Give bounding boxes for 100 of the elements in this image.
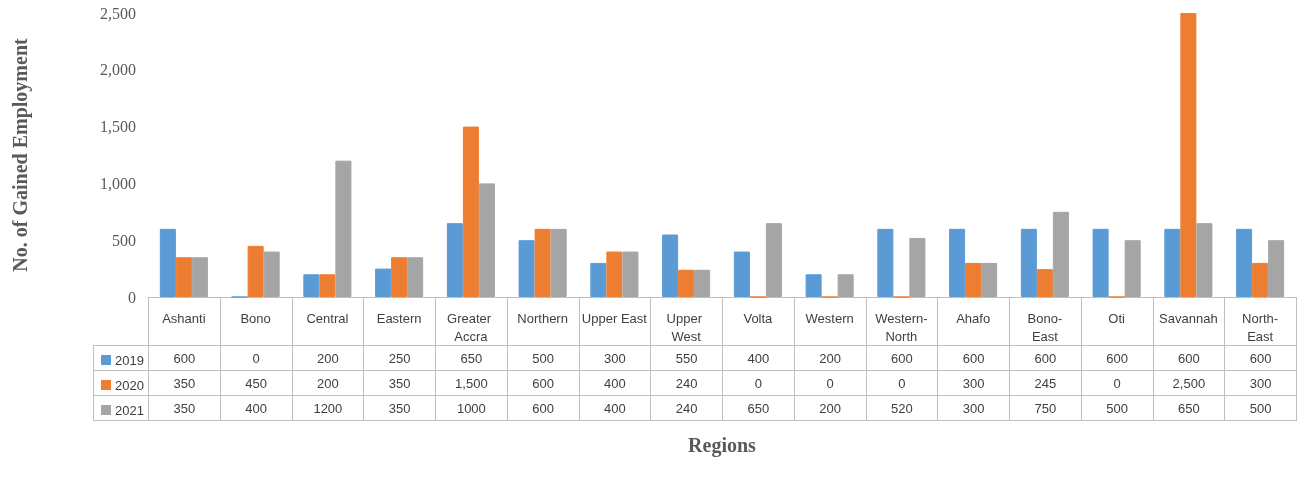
legend-label: 2019 (115, 352, 144, 368)
data-label: 400 (219, 395, 293, 421)
bar (590, 262, 607, 297)
data-label: 0 (865, 370, 939, 396)
bar (1236, 228, 1253, 297)
data-label: 250 (363, 345, 436, 371)
x-tick-label: Bono-East (1027, 310, 1063, 344)
bar (1196, 223, 1213, 297)
y-tick-label: 1,000 (100, 174, 136, 192)
bar (949, 228, 966, 297)
bar (478, 183, 495, 297)
bar (191, 257, 208, 297)
data-label: 350 (363, 370, 436, 396)
bar (1052, 211, 1069, 297)
bar (263, 251, 280, 297)
bar (1124, 240, 1141, 297)
x-tick-label: Upper West (666, 310, 706, 344)
data-label: 650 (1152, 395, 1226, 421)
data-label: 350 (363, 395, 436, 421)
y-tick-label: 2,000 (100, 61, 136, 79)
data-label: 300 (1224, 370, 1297, 396)
bar (319, 274, 336, 297)
bar (1180, 13, 1197, 297)
bar (733, 251, 750, 297)
data-label: 200 (793, 345, 867, 371)
x-tick-label: Upper East (581, 310, 648, 326)
data-label: 0 (1080, 370, 1154, 396)
data-label: 1200 (291, 395, 365, 421)
data-label: 750 (1009, 395, 1082, 421)
data-label: 300 (937, 395, 1010, 421)
bar (159, 228, 176, 297)
bar (606, 251, 623, 297)
bar (909, 237, 926, 297)
data-label: 600 (865, 345, 939, 371)
data-label: 1000 (435, 395, 508, 421)
data-label: 600 (1009, 345, 1082, 371)
data-label: 500 (1080, 395, 1154, 421)
data-label: 600 (937, 345, 1010, 371)
data-label: 650 (435, 345, 508, 371)
bar (622, 251, 639, 297)
bar (175, 257, 192, 297)
bar (518, 240, 535, 297)
x-tick-label: Eastern (376, 310, 422, 326)
data-label: 300 (937, 370, 1010, 396)
data-label: 600 (1080, 345, 1154, 371)
bar (1036, 269, 1053, 297)
bar (335, 160, 352, 297)
x-tick-label: Greater Accra (447, 310, 495, 344)
x-tick-label: Oti (1108, 310, 1126, 326)
bar (765, 223, 782, 297)
x-tick-label: North-East (1242, 310, 1279, 344)
data-label: 2,500 (1152, 370, 1226, 396)
data-label: 600 (506, 395, 580, 421)
bar (462, 126, 479, 297)
bar (534, 228, 551, 297)
legend-label: 2021 (115, 402, 144, 418)
bar (1252, 262, 1269, 297)
bar (446, 223, 463, 297)
y-tick-label: 2,500 (100, 4, 136, 22)
y-tick-label: 0 (128, 288, 136, 306)
bar (981, 262, 998, 297)
x-tick-label: Western-North (875, 310, 928, 344)
data-label: 550 (650, 345, 723, 371)
data-label: 300 (578, 345, 652, 371)
data-label: 400 (578, 370, 652, 396)
bar (662, 234, 679, 297)
y-axis-title: No. of Gained Employment (9, 37, 32, 272)
data-label: 450 (219, 370, 293, 396)
y-tick-label: 1,500 (100, 118, 136, 136)
x-tick-label: Bono (240, 310, 271, 326)
bar (965, 262, 982, 297)
data-label: 200 (793, 395, 867, 421)
bar (407, 257, 424, 297)
bar (1268, 240, 1285, 297)
x-tick-label: Ashanti (162, 310, 206, 326)
data-label: 1,500 (435, 370, 508, 396)
data-label: 400 (722, 345, 795, 371)
bar (877, 228, 894, 297)
data-label: 600 (148, 345, 221, 371)
data-label: 350 (148, 395, 221, 421)
x-tick-label: Volta (743, 310, 774, 326)
bar (247, 245, 264, 297)
x-tick-label: Western (805, 310, 854, 326)
data-label: 200 (291, 345, 365, 371)
bar (391, 257, 408, 297)
data-label: 520 (865, 395, 939, 421)
bar (1164, 228, 1181, 297)
bar (805, 274, 822, 297)
x-tick-label: Northern (517, 310, 568, 326)
data-label: 240 (650, 395, 723, 421)
bar (1092, 228, 1109, 297)
data-label: 0 (722, 370, 795, 396)
data-label: 200 (291, 370, 365, 396)
x-tick-label: Central (306, 310, 349, 326)
x-axis-title: Regions (688, 434, 757, 457)
bar (694, 269, 711, 297)
data-label: 0 (219, 345, 293, 371)
data-label: 500 (506, 345, 580, 371)
data-label: 600 (506, 370, 580, 396)
x-tick-label: Savannah (1159, 310, 1218, 326)
